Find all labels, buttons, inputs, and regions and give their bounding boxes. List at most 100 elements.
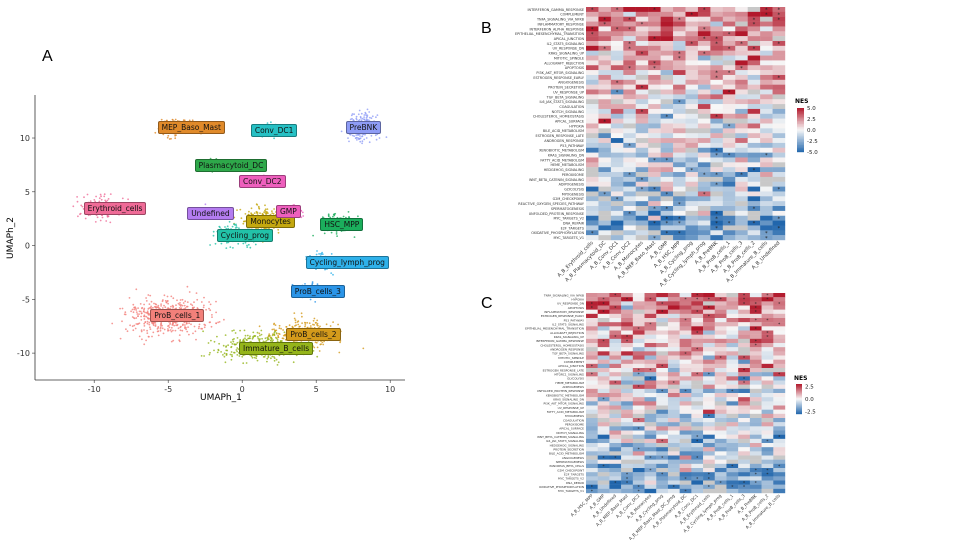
heatmap-c-cell	[621, 463, 634, 469]
umap-point	[374, 134, 377, 137]
heatmap-c-cell	[749, 447, 762, 452]
heatmap-c-cell	[749, 397, 762, 402]
heatmap-c-cell	[667, 443, 680, 448]
heatmap-c-cell	[586, 297, 598, 302]
heatmap-c-cell	[632, 422, 645, 427]
heatmap-c-cell	[714, 472, 727, 477]
heatmap-c-cell	[691, 305, 704, 310]
heatmap-c-cell	[586, 347, 598, 352]
heatmap-c-cell	[738, 401, 751, 406]
heatmap-c-cell	[586, 355, 598, 360]
umap-point	[359, 137, 362, 140]
heatmap-c-cell	[714, 368, 727, 373]
umap-point	[360, 112, 363, 115]
heatmap-c-cell	[749, 401, 762, 406]
heatmap-c-row-label: MYC_TARGETS_V1	[558, 489, 584, 493]
heatmap-c-cell	[586, 401, 598, 406]
heatmap-c-cell	[656, 451, 669, 456]
heatmap-c-cell	[703, 384, 715, 390]
heatmap-c-cell	[597, 363, 610, 369]
heatmap-c-cell	[586, 434, 598, 440]
heatmap-c-cell	[597, 334, 610, 340]
heatmap-c-cell	[703, 343, 715, 348]
heatmap-c-cell	[703, 438, 715, 444]
heatmap-c-cell	[726, 418, 739, 423]
heatmap-c-cell	[714, 459, 727, 465]
heatmap-c-cell	[749, 376, 762, 381]
heatmap-c-cell	[726, 313, 739, 319]
heatmap-c-cell	[609, 318, 622, 323]
heatmap-c-cell	[644, 463, 657, 469]
heatmap-c-cell	[597, 305, 610, 310]
heatmap-c-cell	[714, 313, 727, 319]
heatmap-c-cell	[726, 343, 739, 348]
heatmap-c-cell	[773, 355, 786, 360]
heatmap-c-cell	[738, 347, 751, 352]
heatmap-c-cell	[597, 443, 610, 448]
heatmap-c-cell	[714, 363, 727, 369]
heatmap-c-cell	[609, 330, 622, 335]
heatmap-c-cell	[773, 484, 786, 490]
heatmap-c-cell	[632, 380, 645, 385]
heatmap-c-cell	[644, 338, 657, 344]
umap-point	[359, 140, 362, 143]
heatmap-c-cell	[749, 393, 762, 398]
heatmap-c-cell	[609, 409, 622, 415]
umap-point	[266, 122, 269, 124]
heatmap-c-cell	[761, 488, 774, 494]
heatmap-c-cell	[749, 355, 762, 360]
heatmap-c-cell	[691, 422, 704, 427]
heatmap-c-cell	[667, 318, 680, 323]
heatmap-c-cell	[773, 422, 786, 427]
heatmap-c-cell	[644, 422, 657, 427]
heatmap-c-cell	[761, 405, 774, 410]
heatmap-c-cell	[738, 313, 751, 319]
heatmap-c-cell	[773, 351, 786, 356]
heatmap-c-cell	[644, 438, 657, 444]
heatmap-c-cell	[586, 326, 598, 331]
heatmap-c-cell	[586, 322, 598, 327]
heatmap-c-cell	[679, 322, 692, 327]
heatmap-c-cell	[761, 447, 774, 452]
heatmap-c-cell	[644, 384, 657, 390]
heatmap-c-cell	[726, 480, 739, 485]
heatmap-c-cell	[597, 488, 610, 494]
heatmap-c-cell	[691, 418, 704, 423]
heatmap-c-cell	[773, 451, 786, 456]
heatmap-c-cell	[738, 472, 751, 477]
heatmap-c-cell	[632, 309, 645, 315]
heatmap-c-cell	[726, 376, 739, 381]
umap-x-tick-label: 5	[314, 385, 319, 394]
heatmap-c-cell	[667, 455, 680, 460]
heatmap-c-cell	[749, 313, 762, 319]
heatmap-c-cell	[679, 330, 692, 335]
heatmap-c-cell	[644, 401, 657, 406]
heatmap-c-cell	[667, 293, 680, 298]
heatmap-c-cell	[621, 301, 634, 306]
heatmap-c-cell	[586, 480, 598, 485]
heatmap-c-cell	[621, 372, 634, 377]
heatmap-c-cell	[703, 418, 715, 423]
heatmap-c-cell	[644, 459, 657, 465]
heatmap-c-cell	[761, 451, 774, 456]
umap-y-tick-label: 5	[25, 188, 30, 197]
heatmap-c-cell	[597, 459, 610, 465]
heatmap-c-cell	[749, 484, 762, 490]
heatmap-c-cell	[714, 322, 727, 327]
heatmap-c-cell	[749, 334, 762, 340]
heatmap-c-cell	[726, 443, 739, 448]
heatmap-c-cell	[703, 380, 715, 385]
heatmap-c-cell	[586, 413, 598, 419]
heatmap-c-cell	[667, 438, 680, 444]
heatmap-c-cell	[586, 443, 598, 448]
heatmap-c-cell	[644, 363, 657, 369]
heatmap-c-cell	[644, 488, 657, 494]
heatmap-c-cell	[597, 438, 610, 444]
heatmap-c-cell	[761, 380, 774, 385]
heatmap-c-cell	[597, 393, 610, 398]
heatmap-c-cell	[703, 422, 715, 427]
heatmap-c-cell	[726, 430, 739, 435]
heatmap-c-cell	[586, 359, 598, 365]
heatmap-c-cell	[586, 388, 598, 394]
heatmap-c-cell	[667, 393, 680, 398]
